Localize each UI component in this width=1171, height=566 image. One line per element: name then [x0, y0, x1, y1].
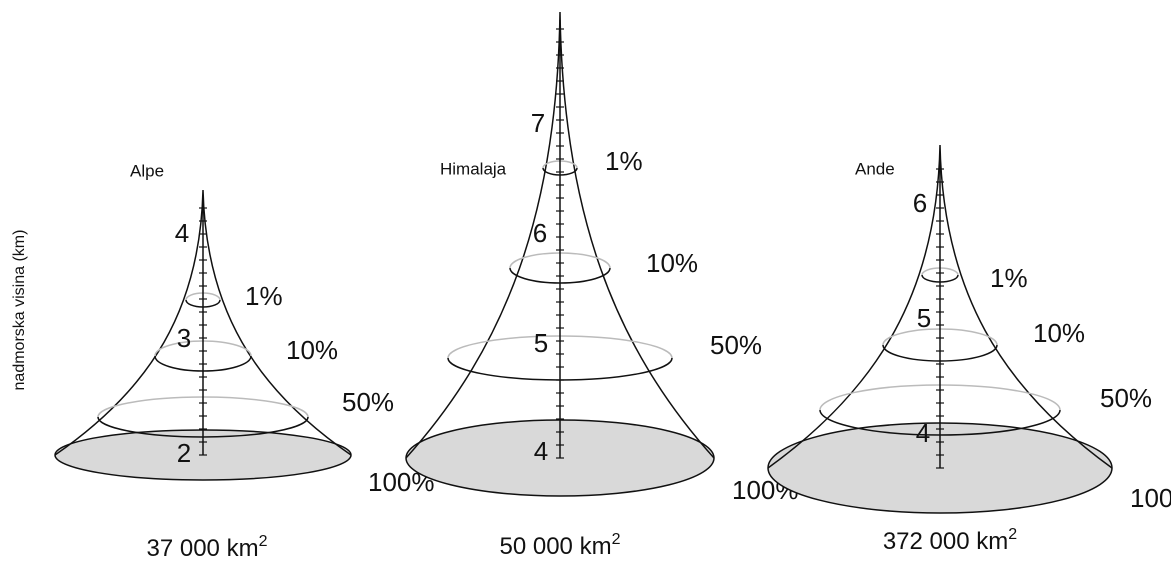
percent-label: 1% [605, 146, 643, 176]
cone-outline [54, 189, 352, 456]
y-axis-label: nadmorska visina (km) [11, 230, 28, 391]
cone [405, 11, 715, 497]
height-label: 5 [917, 303, 931, 333]
height-label: 3 [177, 323, 191, 353]
height-label: 6 [913, 188, 927, 218]
cone-outline [767, 144, 1113, 469]
percent-label: 10% [1033, 318, 1085, 348]
area-label: 50 000 km2 [500, 531, 621, 560]
height-label: 5 [534, 328, 548, 358]
percent-label: 10% [286, 335, 338, 365]
percent-label: 1% [245, 281, 283, 311]
cone-outline [405, 11, 715, 459]
percent-label: 50% [1100, 383, 1152, 413]
height-label: 4 [916, 418, 930, 448]
area-exponent: 2 [259, 533, 268, 550]
cone [767, 144, 1113, 514]
percent-label: 1% [990, 263, 1028, 293]
height-label: 6 [533, 218, 547, 248]
height-label: 7 [531, 108, 545, 138]
mountain-name: Ande [855, 159, 895, 178]
percent-label: 50% [710, 330, 762, 360]
area-exponent: 2 [1008, 526, 1017, 543]
mountain-name: Alpe [130, 161, 164, 180]
percent-label: 10% [646, 248, 698, 278]
height-label: 4 [534, 436, 548, 466]
height-label: 4 [175, 218, 189, 248]
mountain-name: Himalaja [440, 159, 507, 178]
area-exponent: 2 [612, 531, 621, 548]
area-label: 372 000 km2 [883, 526, 1017, 555]
area-value: 37 000 km [147, 535, 259, 562]
percent-label: 100% [1130, 483, 1171, 513]
area-label: 37 000 km2 [147, 533, 268, 562]
area-value: 50 000 km [500, 533, 612, 560]
cone [54, 189, 352, 481]
percent-label: 50% [342, 387, 394, 417]
height-label: 2 [177, 438, 191, 468]
area-value: 372 000 km [883, 528, 1008, 555]
